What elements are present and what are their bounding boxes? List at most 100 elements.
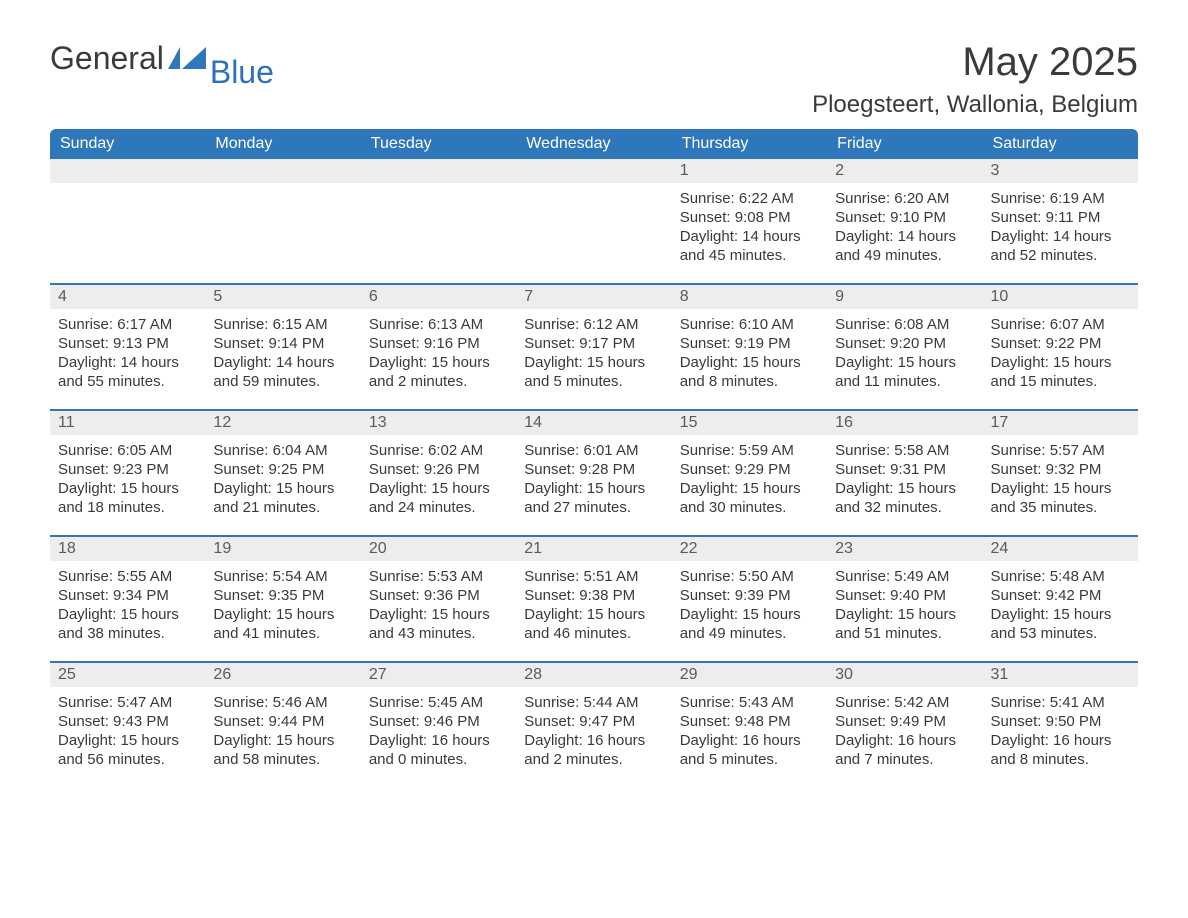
day-details: Sunrise: 5:49 AMSunset: 9:40 PMDaylight:… [827, 561, 982, 647]
calendar-week-row: 18Sunrise: 5:55 AMSunset: 9:34 PMDayligh… [50, 536, 1138, 662]
sunset-line: Sunset: 9:36 PM [369, 586, 508, 605]
day-number: 31 [983, 663, 1138, 687]
brand-flag-icon [164, 40, 208, 77]
sunset-line: Sunset: 9:08 PM [680, 208, 819, 227]
day-details: Sunrise: 6:22 AMSunset: 9:08 PMDaylight:… [672, 183, 827, 269]
daylight-line: Daylight: 15 hours and 43 minutes. [369, 605, 508, 643]
daylight-line: Daylight: 15 hours and 38 minutes. [58, 605, 197, 643]
day-number: 18 [50, 537, 205, 561]
daylight-line: Daylight: 16 hours and 8 minutes. [991, 731, 1130, 769]
day-number: 7 [516, 285, 671, 309]
sunset-line: Sunset: 9:46 PM [369, 712, 508, 731]
day-details: Sunrise: 6:01 AMSunset: 9:28 PMDaylight:… [516, 435, 671, 521]
calendar-cell: 15Sunrise: 5:59 AMSunset: 9:29 PMDayligh… [672, 410, 827, 536]
sunrise-line: Sunrise: 6:10 AM [680, 315, 819, 334]
daylight-line: Daylight: 15 hours and 21 minutes. [213, 479, 352, 517]
calendar-cell: 23Sunrise: 5:49 AMSunset: 9:40 PMDayligh… [827, 536, 982, 662]
calendar-cell: 31Sunrise: 5:41 AMSunset: 9:50 PMDayligh… [983, 662, 1138, 787]
daylight-line: Daylight: 14 hours and 49 minutes. [835, 227, 974, 265]
sunrise-line: Sunrise: 5:46 AM [213, 693, 352, 712]
day-number: 29 [672, 663, 827, 687]
day-details: Sunrise: 5:55 AMSunset: 9:34 PMDaylight:… [50, 561, 205, 647]
sunrise-line: Sunrise: 6:05 AM [58, 441, 197, 460]
sunset-line: Sunset: 9:29 PM [680, 460, 819, 479]
calendar-cell: 26Sunrise: 5:46 AMSunset: 9:44 PMDayligh… [205, 662, 360, 787]
sunset-line: Sunset: 9:14 PM [213, 334, 352, 353]
day-number: 13 [361, 411, 516, 435]
day-number-empty [516, 159, 671, 183]
day-details: Sunrise: 5:41 AMSunset: 9:50 PMDaylight:… [983, 687, 1138, 773]
sunrise-line: Sunrise: 5:57 AM [991, 441, 1130, 460]
day-header: Monday [205, 129, 360, 159]
sunrise-line: Sunrise: 5:55 AM [58, 567, 197, 586]
sunset-line: Sunset: 9:49 PM [835, 712, 974, 731]
day-number: 23 [827, 537, 982, 561]
daylight-line: Daylight: 14 hours and 52 minutes. [991, 227, 1130, 265]
sunrise-line: Sunrise: 5:50 AM [680, 567, 819, 586]
calendar-cell: 8Sunrise: 6:10 AMSunset: 9:19 PMDaylight… [672, 284, 827, 410]
sunset-line: Sunset: 9:10 PM [835, 208, 974, 227]
day-number-empty [361, 159, 516, 183]
brand-logo: General Blue [50, 40, 274, 77]
sunrise-line: Sunrise: 5:45 AM [369, 693, 508, 712]
day-details: Sunrise: 5:54 AMSunset: 9:35 PMDaylight:… [205, 561, 360, 647]
day-number: 24 [983, 537, 1138, 561]
sunset-line: Sunset: 9:23 PM [58, 460, 197, 479]
daylight-line: Daylight: 16 hours and 2 minutes. [524, 731, 663, 769]
day-number: 30 [827, 663, 982, 687]
daylight-line: Daylight: 15 hours and 24 minutes. [369, 479, 508, 517]
sunrise-line: Sunrise: 6:19 AM [991, 189, 1130, 208]
day-details: Sunrise: 6:08 AMSunset: 9:20 PMDaylight:… [827, 309, 982, 395]
calendar-cell: 25Sunrise: 5:47 AMSunset: 9:43 PMDayligh… [50, 662, 205, 787]
sunrise-line: Sunrise: 6:17 AM [58, 315, 197, 334]
calendar-cell: 20Sunrise: 5:53 AMSunset: 9:36 PMDayligh… [361, 536, 516, 662]
sunset-line: Sunset: 9:16 PM [369, 334, 508, 353]
sunrise-line: Sunrise: 6:04 AM [213, 441, 352, 460]
day-header: Friday [827, 129, 982, 159]
sunset-line: Sunset: 9:47 PM [524, 712, 663, 731]
sunrise-line: Sunrise: 6:07 AM [991, 315, 1130, 334]
day-details: Sunrise: 5:48 AMSunset: 9:42 PMDaylight:… [983, 561, 1138, 647]
sunset-line: Sunset: 9:48 PM [680, 712, 819, 731]
day-details: Sunrise: 6:17 AMSunset: 9:13 PMDaylight:… [50, 309, 205, 395]
day-details: Sunrise: 6:13 AMSunset: 9:16 PMDaylight:… [361, 309, 516, 395]
sunset-line: Sunset: 9:31 PM [835, 460, 974, 479]
sunrise-line: Sunrise: 6:02 AM [369, 441, 508, 460]
daylight-line: Daylight: 15 hours and 53 minutes. [991, 605, 1130, 643]
sunrise-line: Sunrise: 5:43 AM [680, 693, 819, 712]
calendar-cell: 27Sunrise: 5:45 AMSunset: 9:46 PMDayligh… [361, 662, 516, 787]
sunset-line: Sunset: 9:32 PM [991, 460, 1130, 479]
day-details: Sunrise: 6:19 AMSunset: 9:11 PMDaylight:… [983, 183, 1138, 269]
daylight-line: Daylight: 16 hours and 5 minutes. [680, 731, 819, 769]
sunrise-line: Sunrise: 6:13 AM [369, 315, 508, 334]
sunrise-line: Sunrise: 6:22 AM [680, 189, 819, 208]
sunrise-line: Sunrise: 5:44 AM [524, 693, 663, 712]
calendar-cell [50, 159, 205, 284]
sunset-line: Sunset: 9:28 PM [524, 460, 663, 479]
sunrise-line: Sunrise: 5:42 AM [835, 693, 974, 712]
calendar-cell: 4Sunrise: 6:17 AMSunset: 9:13 PMDaylight… [50, 284, 205, 410]
calendar-week-row: 1Sunrise: 6:22 AMSunset: 9:08 PMDaylight… [50, 159, 1138, 284]
daylight-line: Daylight: 14 hours and 45 minutes. [680, 227, 819, 265]
day-number: 20 [361, 537, 516, 561]
sunrise-line: Sunrise: 6:01 AM [524, 441, 663, 460]
day-number: 4 [50, 285, 205, 309]
sunset-line: Sunset: 9:20 PM [835, 334, 974, 353]
day-details: Sunrise: 6:10 AMSunset: 9:19 PMDaylight:… [672, 309, 827, 395]
day-number: 19 [205, 537, 360, 561]
day-header: Tuesday [361, 129, 516, 159]
sunset-line: Sunset: 9:50 PM [991, 712, 1130, 731]
day-details: Sunrise: 5:53 AMSunset: 9:36 PMDaylight:… [361, 561, 516, 647]
daylight-line: Daylight: 15 hours and 56 minutes. [58, 731, 197, 769]
sunset-line: Sunset: 9:25 PM [213, 460, 352, 479]
calendar-cell: 11Sunrise: 6:05 AMSunset: 9:23 PMDayligh… [50, 410, 205, 536]
sunrise-line: Sunrise: 5:47 AM [58, 693, 197, 712]
calendar-cell: 12Sunrise: 6:04 AMSunset: 9:25 PMDayligh… [205, 410, 360, 536]
calendar-cell [516, 159, 671, 284]
day-number: 26 [205, 663, 360, 687]
day-details: Sunrise: 5:43 AMSunset: 9:48 PMDaylight:… [672, 687, 827, 773]
day-details: Sunrise: 5:50 AMSunset: 9:39 PMDaylight:… [672, 561, 827, 647]
calendar-cell: 9Sunrise: 6:08 AMSunset: 9:20 PMDaylight… [827, 284, 982, 410]
day-details: Sunrise: 6:15 AMSunset: 9:14 PMDaylight:… [205, 309, 360, 395]
day-number: 21 [516, 537, 671, 561]
